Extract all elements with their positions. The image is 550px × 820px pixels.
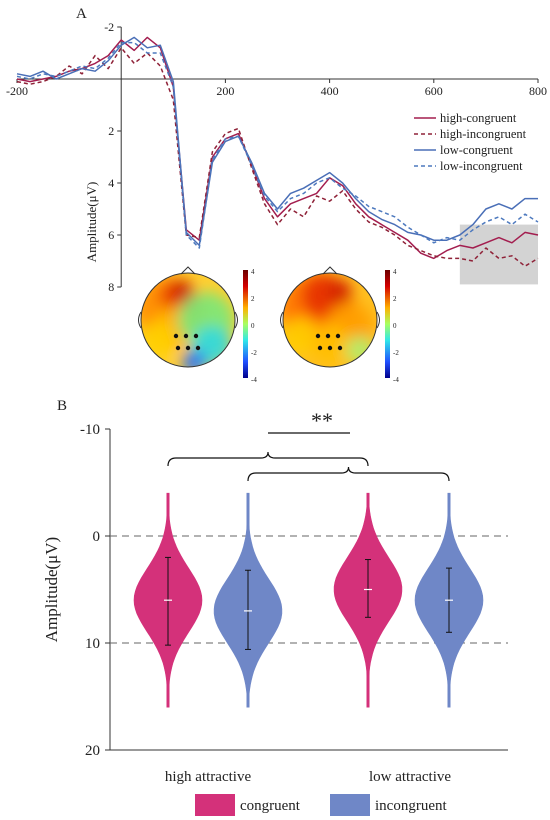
series-line-low-congruent [16,36,538,247]
electrode-dot [335,333,341,339]
legend-label-congruent: congruent [240,798,301,814]
left-ear [138,311,142,329]
legend-label-low-congruent: low-congruent [440,143,513,157]
y-tick-label: 6 [108,228,114,242]
colorbar-tick-label: 4 [251,268,255,276]
x-tick-label: -200 [6,84,28,98]
y-tick-label: 10 [85,636,100,652]
significance-brace-congruent [167,451,369,467]
electrode-dot [325,333,331,339]
legend-label-incongruent: incongruent [375,798,447,814]
legend-label-high-congruent: high-congruent [440,111,517,125]
significance-marker: ** [311,408,333,433]
colorbar-tick-label: 0 [393,322,397,330]
legend-label-low-incongruent: low-incongruent [440,159,523,173]
topomap-blob [310,324,350,364]
erp-chart: -200 200 400 600 800 -2 2 4 6 8 Amplitude(μV) high-… [6,20,547,294]
y-tick-label: 2 [108,124,114,138]
y-axis-title: Amplitude(μV) [84,182,99,263]
x-group-label: low attractive [369,769,451,785]
left-ear [280,311,284,329]
y-tick-label: 8 [108,280,114,294]
topomap-2 [283,273,377,367]
significance-brace-incongruent [247,466,450,482]
colorbar-tick-label: 2 [251,295,255,303]
x-tick-label: 400 [321,84,339,98]
head-outline [282,272,378,368]
electrode-dot [195,345,201,351]
electrode-dot [193,333,199,339]
topomap-blob [172,280,192,300]
colorbar-tick-label: 4 [393,268,397,276]
topomap-blob [283,318,318,354]
y-tick-label: -2 [104,20,114,34]
series-line-low-incongruent [16,41,539,249]
topomaps: 4 2 0 -2 -4 4 2 0 -2 -4 [138,266,399,384]
electrode-dot [315,333,321,339]
violin-chart: -10 0 10 20 Amplitude(μV) high attractive low … [42,408,508,816]
y-axis-title: Amplitude(μV) [42,537,61,642]
electrode-dot [317,345,323,351]
right-ear [234,311,238,329]
x-group-label: high attractive [165,769,252,785]
colorbar-tick-label: -4 [251,376,257,384]
topomap-blob [346,336,374,364]
y-tick-label: -10 [80,422,100,438]
topomap-blob [328,280,352,304]
panel-b-label: B [57,398,67,414]
colorbar [243,270,248,378]
electrode-dot [183,333,189,339]
nose [180,266,196,275]
x-tick-label: 200 [216,84,234,98]
electrode-dot [185,345,191,351]
electrode-dot [175,345,181,351]
electrode-dot [173,333,179,339]
colorbar-tick-label: 2 [393,295,397,303]
x-tick-label: 800 [529,84,547,98]
topomap-blobs [283,273,374,364]
legend-label-high-incongruent: high-incongruent [440,127,527,141]
legend-swatch-congruent [195,794,235,816]
electrode-dot [337,345,343,351]
highlight-window [459,224,538,285]
legend-swatch-incongruent [330,794,370,816]
x-tick-label: 600 [425,84,443,98]
colorbar-tick-label: -2 [393,349,399,357]
colorbar [385,270,390,378]
colorbar-tick-label: 0 [251,322,255,330]
colorbar-tick-label: -2 [251,349,257,357]
right-ear [376,311,380,329]
y-tick-label: 4 [108,176,114,190]
nose [322,266,338,275]
series-line-high-congruent [16,36,539,260]
electrode-dot [327,345,333,351]
topomap-blob [182,350,206,367]
head-outline [140,272,236,368]
y-tick-label: 20 [85,743,100,759]
y-tick-label: 0 [93,529,101,545]
topomap-1 [141,273,235,367]
panel-a-label: A [76,6,87,22]
colorbar-tick-label: -4 [393,376,399,384]
